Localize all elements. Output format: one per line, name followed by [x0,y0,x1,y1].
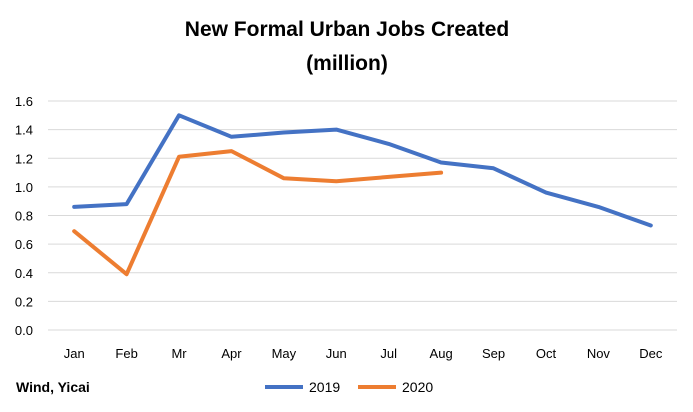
legend-label: 2019 [309,379,340,395]
x-tick-label: Jan [64,346,85,361]
x-tick-label: Dec [639,346,663,361]
x-tick-label: Apr [221,346,242,361]
legend: 2019 2020 [265,379,433,395]
x-tick-label: Mr [171,346,187,361]
y-tick-label: 1.2 [15,151,33,166]
x-tick-label: Aug [430,346,453,361]
x-tick-label: Jun [326,346,347,361]
chart-title-line-1: New Formal Urban Jobs Created [185,18,509,41]
series-line-2020 [72,149,444,277]
x-tick-label: Feb [115,346,137,361]
series-line-2019 [72,113,653,228]
y-tick-label: 0.8 [15,209,33,224]
y-tick-label: 0.0 [15,323,33,338]
x-tick-label: Sep [482,346,505,361]
series-lines [72,113,653,277]
x-tick-label: Nov [587,346,611,361]
legend-label: 2020 [402,379,433,395]
y-tick-label: 1.4 [15,123,33,138]
y-tick-label: 0.6 [15,237,33,252]
chart-title-line-2: (million) [306,52,388,75]
x-axis-ticks: Jan Feb Mr Apr May Jun Jul Aug Sep Oct Nov Dec [64,346,663,361]
y-tick-label: 0.4 [15,266,33,281]
y-tick-label: 0.2 [15,294,33,309]
y-axis-ticks: 0.0 0.2 0.4 0.6 0.8 1.0 1.2 1.4 1.6 [15,94,33,338]
x-tick-label: May [272,346,297,361]
source-note: Wind, Yicai [16,379,90,395]
y-tick-label: 1.6 [15,94,33,109]
x-tick-label: Jul [380,346,397,361]
x-tick-label: Oct [536,346,557,361]
y-tick-label: 1.0 [15,180,33,195]
